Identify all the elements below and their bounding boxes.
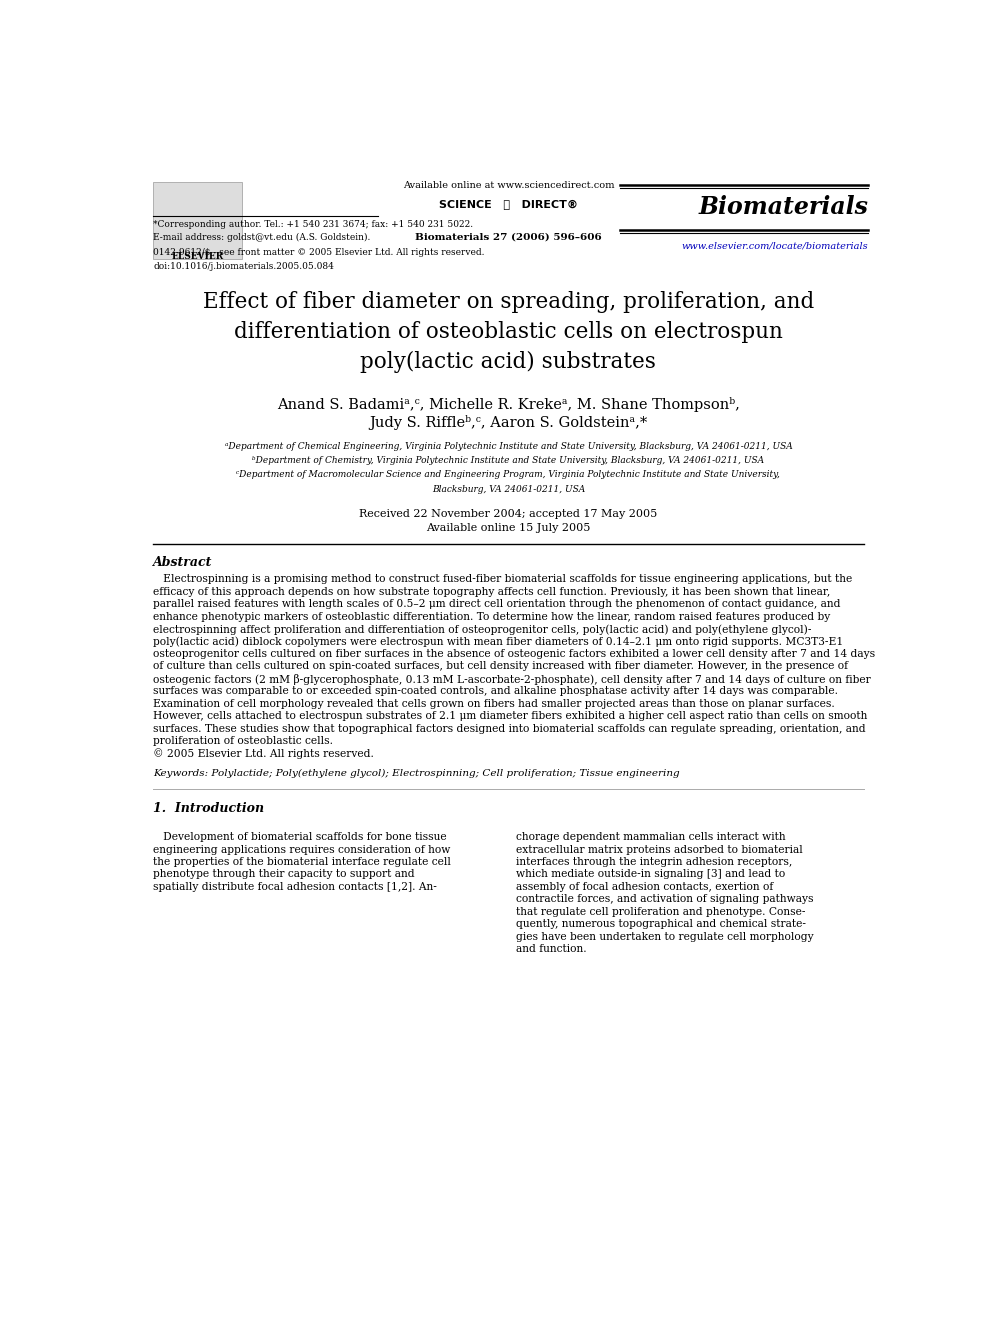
Text: parallel raised features with length scales of 0.5–2 μm direct cell orientation : parallel raised features with length sca… [153, 599, 840, 610]
Text: Keywords: Polylactide; Poly(ethylene glycol); Electrospinning; Cell proliferatio: Keywords: Polylactide; Poly(ethylene gly… [153, 769, 680, 778]
Text: Biomaterials 27 (2006) 596–606: Biomaterials 27 (2006) 596–606 [415, 232, 602, 241]
Text: www.elsevier.com/locate/biomaterials: www.elsevier.com/locate/biomaterials [682, 241, 868, 250]
Text: ᵃDepartment of Chemical Engineering, Virginia Polytechnic Institute and State Un: ᵃDepartment of Chemical Engineering, Vir… [224, 442, 793, 451]
Text: ᶜDepartment of Macromolecular Science and Engineering Program, Virginia Polytech: ᶜDepartment of Macromolecular Science an… [236, 471, 781, 479]
Text: and function.: and function. [516, 945, 586, 954]
Text: osteoprogenitor cells cultured on fiber surfaces in the absence of osteogenic fa: osteoprogenitor cells cultured on fiber … [153, 650, 875, 659]
Text: poly(lactic acid) diblock copolymers were electrospun with mean fiber diameters : poly(lactic acid) diblock copolymers wer… [153, 636, 843, 647]
Text: surfaces. These studies show that topographical factors designed into biomateria: surfaces. These studies show that topogr… [153, 724, 866, 733]
Text: surfaces was comparable to or exceeded spin-coated controls, and alkaline phosph: surfaces was comparable to or exceeded s… [153, 687, 838, 696]
Text: Abstract: Abstract [153, 556, 212, 569]
Text: However, cells attached to electrospun substrates of 2.1 μm diameter fibers exhi: However, cells attached to electrospun s… [153, 710, 868, 721]
Text: Blacksburg, VA 24061-0211, USA: Blacksburg, VA 24061-0211, USA [432, 484, 585, 493]
Text: quently, numerous topographical and chemical strate-: quently, numerous topographical and chem… [516, 919, 806, 929]
Text: Biomaterials: Biomaterials [698, 196, 868, 220]
Text: E-mail address: goldst@vt.edu (A.S. Goldstein).: E-mail address: goldst@vt.edu (A.S. Gold… [153, 233, 371, 242]
Text: *Corresponding author. Tel.: +1 540 231 3674; fax: +1 540 231 5022.: *Corresponding author. Tel.: +1 540 231 … [153, 220, 473, 229]
Text: chorage dependent mammalian cells interact with: chorage dependent mammalian cells intera… [516, 832, 786, 843]
Text: that regulate cell proliferation and phenotype. Conse-: that regulate cell proliferation and phe… [516, 906, 806, 917]
FancyBboxPatch shape [153, 183, 242, 258]
Text: Anand S. Badamiᵃ,ᶜ, Michelle R. Krekeᵃ, M. Shane Thompsonᵇ,: Anand S. Badamiᵃ,ᶜ, Michelle R. Krekeᵃ, … [277, 397, 740, 413]
Text: Judy S. Riffleᵇ,ᶜ, Aaron S. Goldsteinᵃ,*: Judy S. Riffleᵇ,ᶜ, Aaron S. Goldsteinᵃ,* [369, 415, 648, 430]
Text: assembly of focal adhesion contacts, exertion of: assembly of focal adhesion contacts, exe… [516, 882, 774, 892]
Text: Development of biomaterial scaffolds for bone tissue: Development of biomaterial scaffolds for… [153, 832, 446, 843]
Text: of culture than cells cultured on spin-coated surfaces, but cell density increas: of culture than cells cultured on spin-c… [153, 662, 848, 671]
Text: SCIENCE   ⓓ   DIRECT®: SCIENCE ⓓ DIRECT® [438, 200, 578, 209]
Text: 0142-9612/$ - see front matter © 2005 Elsevier Ltd. All rights reserved.: 0142-9612/$ - see front matter © 2005 El… [153, 249, 485, 258]
Text: Effect of fiber diameter on spreading, proliferation, and
differentiation of ost: Effect of fiber diameter on spreading, p… [202, 291, 814, 373]
Text: 1.  Introduction: 1. Introduction [153, 802, 264, 815]
Text: proliferation of osteoblastic cells.: proliferation of osteoblastic cells. [153, 736, 333, 746]
Text: Received 22 November 2004; accepted 17 May 2005: Received 22 November 2004; accepted 17 M… [359, 509, 658, 519]
Text: contractile forces, and activation of signaling pathways: contractile forces, and activation of si… [516, 894, 813, 904]
Text: osteogenic factors (2 mM β-glycerophosphate, 0.13 mM L-ascorbate-2-phosphate), c: osteogenic factors (2 mM β-glycerophosph… [153, 673, 871, 685]
Text: which mediate outside-in signaling [3] and lead to: which mediate outside-in signaling [3] a… [516, 869, 786, 880]
Text: ᵇDepartment of Chemistry, Virginia Polytechnic Institute and State University, B: ᵇDepartment of Chemistry, Virginia Polyt… [252, 456, 765, 466]
Text: gies have been undertaken to regulate cell morphology: gies have been undertaken to regulate ce… [516, 931, 813, 942]
Text: engineering applications requires consideration of how: engineering applications requires consid… [153, 844, 450, 855]
Text: electrospinning affect proliferation and differentiation of osteoprogenitor cell: electrospinning affect proliferation and… [153, 624, 811, 635]
Text: enhance phenotypic markers of osteoblastic differentiation. To determine how the: enhance phenotypic markers of osteoblast… [153, 611, 830, 622]
Text: spatially distribute focal adhesion contacts [1,2]. An-: spatially distribute focal adhesion cont… [153, 882, 437, 892]
Text: Electrospinning is a promising method to construct fused-fiber biomaterial scaff: Electrospinning is a promising method to… [153, 574, 852, 585]
Text: © 2005 Elsevier Ltd. All rights reserved.: © 2005 Elsevier Ltd. All rights reserved… [153, 749, 374, 759]
Text: Available online at www.sciencedirect.com: Available online at www.sciencedirect.co… [403, 181, 614, 191]
Text: extracellular matrix proteins adsorbed to biomaterial: extracellular matrix proteins adsorbed t… [516, 844, 803, 855]
Text: ELSEVIER: ELSEVIER [172, 253, 223, 262]
Text: Available online 15 July 2005: Available online 15 July 2005 [427, 524, 590, 533]
Text: interfaces through the integrin adhesion receptors,: interfaces through the integrin adhesion… [516, 857, 793, 867]
Text: Examination of cell morphology revealed that cells grown on fibers had smaller p: Examination of cell morphology revealed … [153, 699, 835, 709]
Text: efficacy of this approach depends on how substrate topography affects cell funct: efficacy of this approach depends on how… [153, 587, 830, 597]
Text: phenotype through their capacity to support and: phenotype through their capacity to supp… [153, 869, 415, 880]
Text: the properties of the biomaterial interface regulate cell: the properties of the biomaterial interf… [153, 857, 451, 867]
Text: doi:10.1016/j.biomaterials.2005.05.084: doi:10.1016/j.biomaterials.2005.05.084 [153, 262, 334, 271]
